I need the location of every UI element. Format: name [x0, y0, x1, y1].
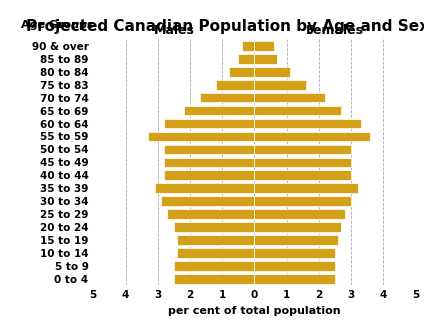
- Bar: [254, 54, 277, 64]
- Bar: [177, 235, 254, 245]
- Bar: [254, 196, 351, 206]
- Bar: [164, 119, 254, 128]
- Text: Females: Females: [306, 24, 364, 37]
- Bar: [254, 261, 335, 271]
- Bar: [254, 67, 290, 76]
- Bar: [254, 157, 351, 167]
- Bar: [254, 41, 274, 51]
- Bar: [254, 106, 341, 115]
- Bar: [164, 171, 254, 180]
- Bar: [174, 261, 254, 271]
- Bar: [254, 93, 325, 102]
- Bar: [254, 183, 357, 193]
- Bar: [254, 274, 335, 284]
- Bar: [164, 145, 254, 154]
- Bar: [254, 80, 306, 90]
- Bar: [154, 183, 254, 193]
- Bar: [254, 132, 371, 141]
- Bar: [161, 196, 254, 206]
- Bar: [167, 209, 254, 219]
- Bar: [254, 209, 345, 219]
- Bar: [216, 80, 254, 90]
- Text: Males: Males: [153, 24, 194, 37]
- X-axis label: per cent of total population: per cent of total population: [168, 306, 341, 316]
- Bar: [238, 54, 254, 64]
- Bar: [229, 67, 254, 76]
- Bar: [164, 157, 254, 167]
- Text: Age Groups: Age Groups: [21, 20, 93, 30]
- Bar: [177, 248, 254, 258]
- Bar: [200, 93, 254, 102]
- Bar: [148, 132, 254, 141]
- Bar: [174, 222, 254, 232]
- Bar: [174, 274, 254, 284]
- Bar: [242, 41, 254, 51]
- Title: Projected Canadian Population by Age and Sex, 2021: Projected Canadian Population by Age and…: [26, 19, 424, 34]
- Bar: [254, 119, 361, 128]
- Bar: [254, 145, 351, 154]
- Bar: [254, 235, 338, 245]
- Bar: [254, 222, 341, 232]
- Bar: [184, 106, 254, 115]
- Bar: [254, 248, 335, 258]
- Bar: [254, 171, 351, 180]
